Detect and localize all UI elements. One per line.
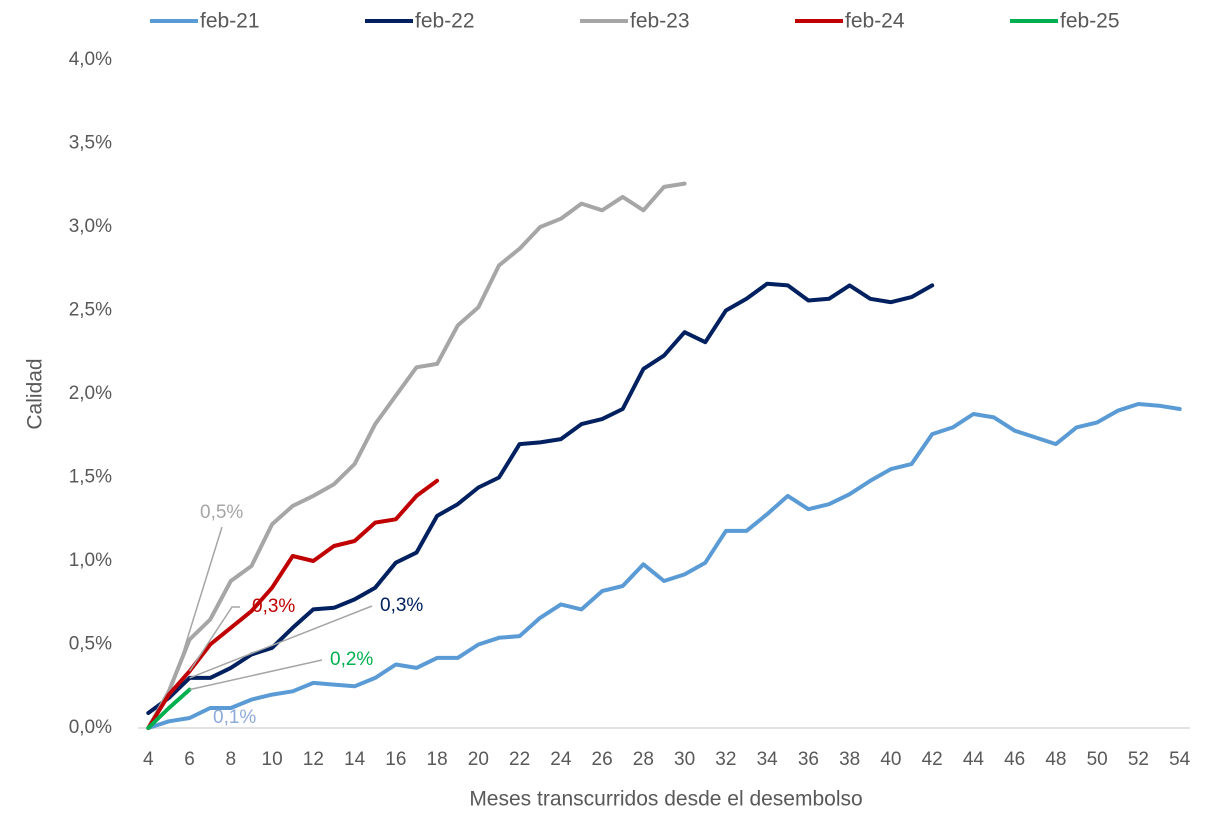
x-tick-label: 36 (798, 749, 819, 770)
annotation: 0,2% (330, 649, 373, 670)
y-tick-label: 3,5% (69, 133, 112, 154)
annotation: 0,1% (213, 707, 256, 728)
x-tick-label: 46 (1004, 749, 1025, 770)
x-tick-label: 54 (1169, 749, 1191, 770)
series-line (146, 181, 687, 730)
x-tick-label: 10 (262, 749, 283, 770)
y-axis-label: Calidad (24, 358, 47, 429)
x-tick-label: 18 (427, 749, 448, 770)
series-line (146, 402, 1182, 730)
legend-label: feb-24 (845, 10, 905, 33)
series-line (146, 281, 935, 715)
x-tick-label: 48 (1045, 749, 1066, 770)
x-tick-label: 22 (509, 749, 530, 770)
y-tick-label: 3,0% (69, 216, 112, 237)
x-tick-label: 8 (226, 749, 237, 770)
x-tick-label: 4 (143, 749, 154, 770)
x-tick-label: 20 (468, 749, 489, 770)
y-tick-label: 2,0% (69, 383, 112, 404)
x-tick-label: 52 (1128, 749, 1149, 770)
x-tick-label: 16 (385, 749, 406, 770)
y-tick-label: 1,5% (69, 467, 112, 488)
legend-label: feb-21 (200, 10, 260, 33)
series-line (146, 478, 440, 730)
x-tick-label: 24 (550, 749, 572, 770)
x-tick-label: 30 (674, 749, 695, 770)
legend-label: feb-22 (415, 10, 475, 33)
leader-line (188, 606, 240, 672)
series-line (146, 687, 192, 730)
leader-line (189, 659, 323, 691)
leader-line (174, 526, 223, 679)
x-tick-label: 38 (839, 749, 860, 770)
y-tick-label: 0,5% (69, 634, 112, 655)
annotation: 0,3% (252, 596, 295, 617)
y-tick-label: 2,5% (69, 300, 112, 321)
x-tick-label: 32 (715, 749, 736, 770)
y-tick-label: 4,0% (69, 49, 112, 70)
annotation: 0,3% (380, 595, 423, 616)
x-tick-label: 26 (592, 749, 613, 770)
x-tick-label: 34 (757, 749, 779, 770)
x-tick-label: 50 (1087, 749, 1108, 770)
x-tick-label: 42 (922, 749, 943, 770)
legend-label: feb-25 (1060, 10, 1120, 33)
x-tick-label: 44 (963, 749, 985, 770)
x-tick-label: 14 (344, 749, 366, 770)
x-tick-label: 6 (184, 749, 195, 770)
y-tick-label: 1,0% (69, 550, 112, 571)
annotation: 0,5% (200, 502, 243, 523)
x-axis-label: Meses transcurridos desde el desembolso (469, 788, 862, 811)
legend-label: feb-23 (630, 10, 690, 33)
x-tick-label: 12 (303, 749, 324, 770)
x-tick-label: 28 (633, 749, 654, 770)
x-tick-label: 40 (880, 749, 901, 770)
leader-line (189, 605, 373, 679)
y-tick-label: 0,0% (69, 717, 112, 738)
